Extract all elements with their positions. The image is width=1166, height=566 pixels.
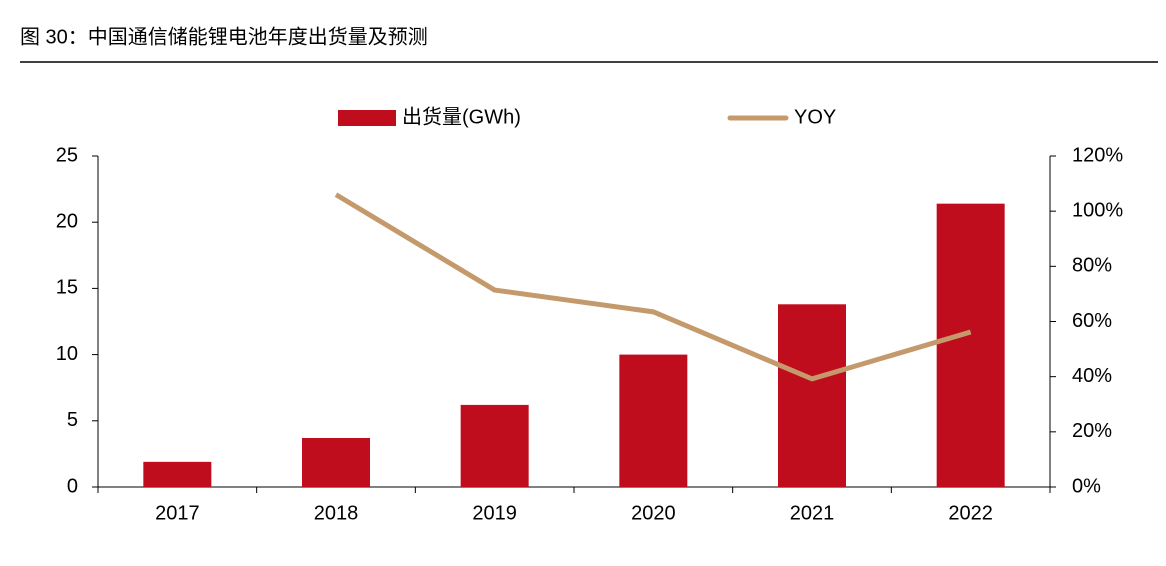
x-tick-label: 2020	[631, 502, 676, 524]
x-tick-label: 2021	[790, 502, 835, 524]
bar	[302, 438, 370, 487]
bar	[460, 404, 529, 487]
y2-tick-label: 0%	[1072, 475, 1101, 497]
y-tick-label: 5	[67, 409, 78, 431]
x-tick-label: 2022	[948, 502, 993, 524]
y2-tick-label: 120%	[1072, 144, 1123, 166]
y-tick-label: 15	[56, 277, 78, 299]
x-tick-label: 2017	[155, 502, 200, 524]
bar	[619, 354, 688, 487]
bar	[143, 461, 212, 487]
x-tick-label: 2019	[472, 502, 517, 524]
x-tick-label: 2018	[314, 502, 359, 524]
y-tick-label: 20	[56, 210, 78, 232]
y2-tick-label: 40%	[1072, 365, 1112, 387]
legend-swatch	[338, 110, 396, 126]
y2-tick-label: 100%	[1072, 199, 1123, 221]
y-tick-label: 25	[56, 144, 78, 166]
y2-tick-label: 60%	[1072, 310, 1112, 332]
y-tick-label: 0	[67, 475, 78, 497]
y2-tick-label: 20%	[1072, 420, 1112, 442]
y2-tick-label: 80%	[1072, 255, 1112, 277]
chart-title: 图 30：中国通信储能锂电池年度出货量及预测	[20, 25, 428, 48]
bar	[936, 203, 1005, 487]
bar	[778, 304, 846, 487]
y-tick-label: 10	[56, 343, 78, 365]
legend-label: 出货量(GWh)	[402, 105, 521, 128]
line	[334, 192, 972, 382]
legend-label: YOY	[794, 106, 836, 128]
